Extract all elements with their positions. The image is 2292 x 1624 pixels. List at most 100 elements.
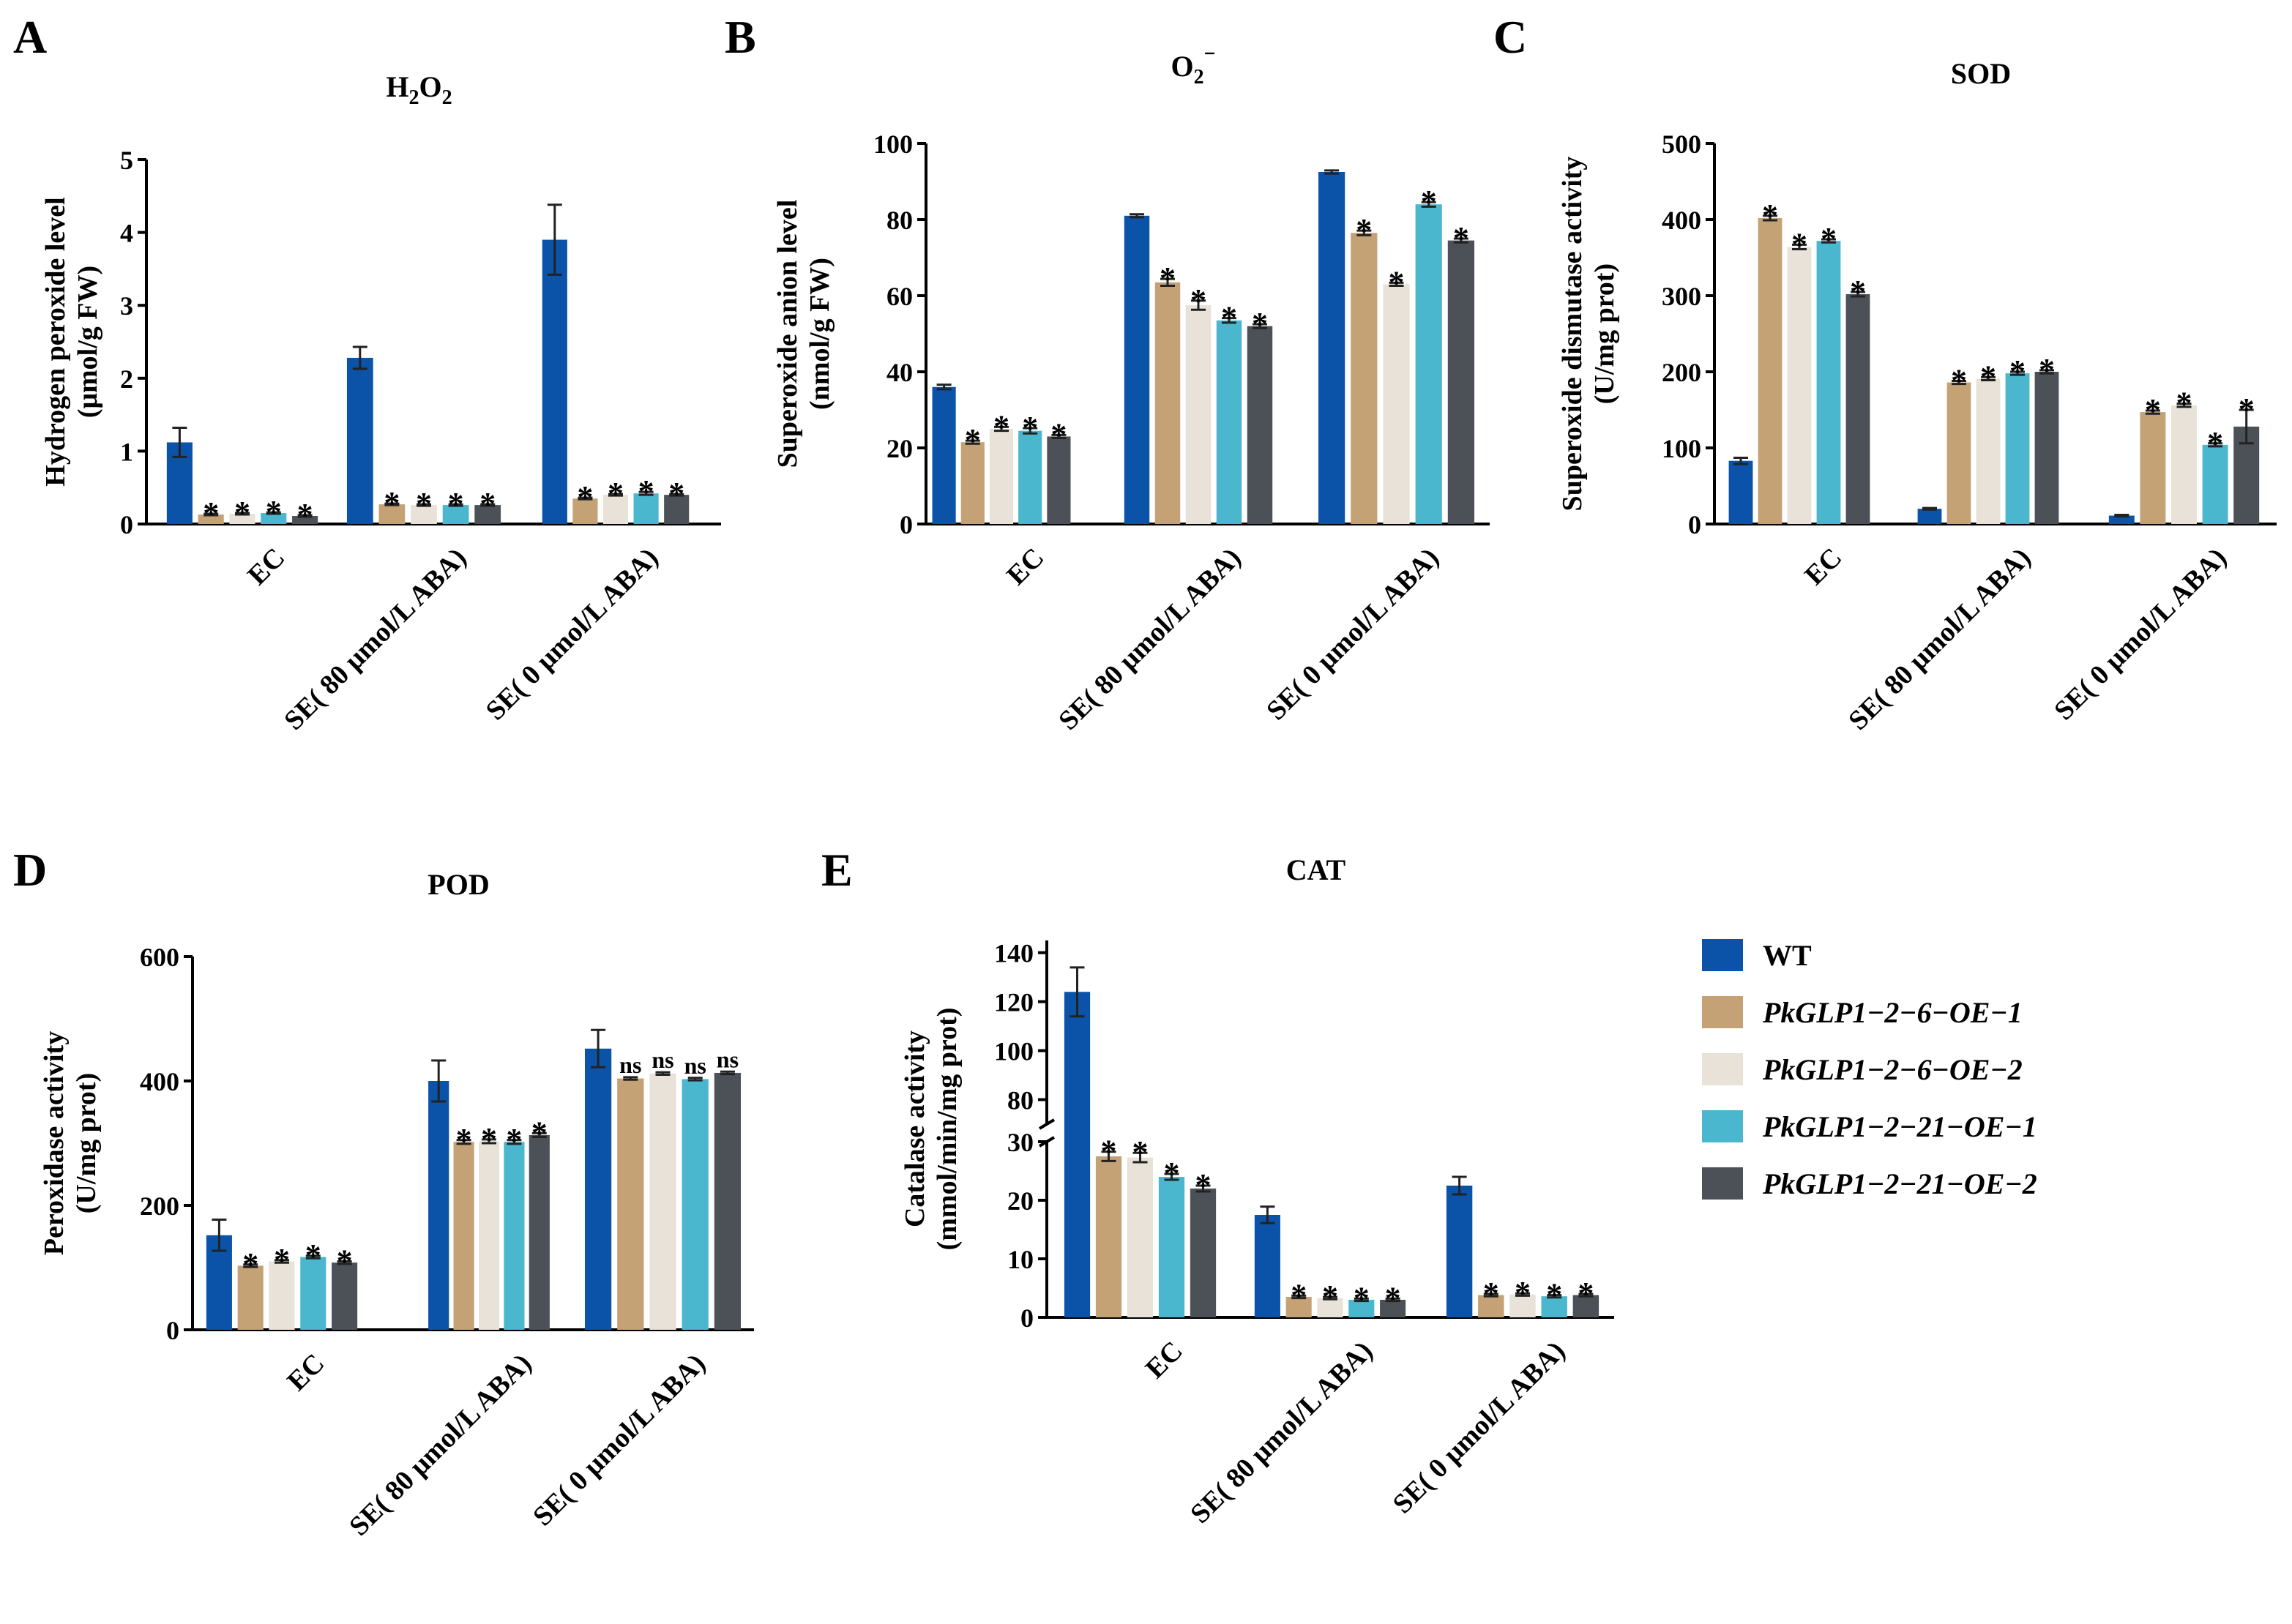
- chart-title: SOD: [1951, 57, 2011, 90]
- y-tick-label: 4: [120, 219, 133, 248]
- bar: [1018, 430, 1042, 524]
- y-axis-label: Peroxidase activity(U/mg prot): [39, 1031, 102, 1255]
- bar: [1127, 1157, 1154, 1317]
- bar: [261, 513, 287, 524]
- y-tick-label: 500: [1662, 130, 1701, 159]
- bar: [1185, 305, 1212, 524]
- significance-label: *: [384, 485, 400, 521]
- significance-label: *: [638, 474, 654, 509]
- bar: [2140, 412, 2166, 524]
- bar: [1318, 172, 1345, 524]
- y-axis-label: Catalase activity(mmol/min/mg prot): [900, 1008, 963, 1251]
- bar: [1158, 1177, 1185, 1317]
- chart-title: H2O2: [386, 70, 452, 109]
- y-tick-label: 2: [120, 364, 133, 394]
- y-axis-label: Hydrogen peroxide level(μmol/g FW): [40, 197, 103, 486]
- panel-c: C SOD Superoxide dismutase activity(U/mg p…: [1493, 11, 2277, 736]
- chart-title: CAT: [1286, 853, 1346, 886]
- y-tick-label: 400: [140, 1067, 179, 1096]
- significance-label: *: [337, 1243, 353, 1279]
- significance-label: *: [1291, 1277, 1307, 1313]
- y-tick-label: 100: [873, 130, 913, 159]
- significance-label: *: [1421, 184, 1437, 220]
- y-tick-label: 20: [1007, 1186, 1034, 1216]
- significance-label: *: [1190, 282, 1206, 318]
- significance-label: *: [1221, 300, 1237, 336]
- significance-label: *: [506, 1122, 522, 1158]
- bar: [478, 1141, 500, 1330]
- legend-item: PkGLP1−2−6−OE−2: [1702, 1053, 2023, 1086]
- bar: [2202, 444, 2228, 524]
- x-category-label: SE( 0 μmol/L ABA): [2048, 542, 2233, 727]
- axis-break-mark: [1038, 1118, 1056, 1130]
- significance-label: *: [456, 1122, 472, 1158]
- bar: [1758, 217, 1783, 524]
- significance-label: *: [608, 476, 624, 512]
- x-category-label: EC: [281, 1348, 330, 1397]
- x-category-label: EC: [1799, 542, 1848, 591]
- y-tick-label: 30: [1007, 1128, 1034, 1157]
- bar: [1064, 992, 1091, 1317]
- x-category-label: SE( 0 μmol/L ABA): [1387, 1336, 1572, 1520]
- y-tick-label: 1: [120, 437, 133, 466]
- bar: [453, 1142, 474, 1330]
- bar: [1845, 293, 1870, 524]
- x-category-label: EC: [1140, 1336, 1189, 1385]
- panel-letter: C: [1493, 11, 1527, 63]
- significance-label: *: [2207, 425, 2223, 461]
- x-category-label: SE( 80 μmol/L ABA): [343, 1348, 537, 1542]
- y-tick-label: 300: [1662, 282, 1701, 311]
- bar: [1976, 378, 2001, 524]
- y-tick-label: 40: [886, 358, 913, 387]
- bar: [989, 429, 1014, 524]
- bar: [572, 498, 598, 524]
- x-category-label: EC: [1001, 542, 1050, 591]
- bar: [411, 505, 437, 524]
- significance-label: *: [1389, 264, 1405, 300]
- legend-swatch: [1702, 939, 1743, 971]
- panel-a: A H2O2 Hydrogen peroxide level(μmol/g FW) 0…: [13, 11, 721, 736]
- significance-label: *: [2239, 392, 2255, 427]
- bar: [1247, 326, 1273, 524]
- y-tick-label: 3: [120, 291, 133, 321]
- legend: WT PkGLP1−2−6−OE−1 PkGLP1−2−6−OE−2 PkGLP1−2…: [1702, 939, 2037, 1200]
- significance-label: *: [416, 486, 432, 522]
- x-category-label: EC: [242, 542, 291, 591]
- legend-item: WT: [1702, 939, 1812, 972]
- y-tick-label: 80: [886, 206, 913, 235]
- bar: [1351, 233, 1378, 524]
- bar: [1787, 247, 1812, 524]
- significance-label: *: [1385, 1280, 1401, 1316]
- bar: [1317, 1298, 1343, 1317]
- legend-swatch: [1702, 1167, 1743, 1200]
- significance-label: *: [1483, 1276, 1499, 1311]
- bar: [529, 1134, 550, 1330]
- significance-label: *: [297, 497, 313, 533]
- legend-label: PkGLP1−2−6−OE−2: [1762, 1053, 2023, 1086]
- significance-label: *: [2176, 386, 2192, 422]
- bar: [504, 1142, 525, 1330]
- bar: [428, 1081, 449, 1330]
- y-tick-label: 120: [994, 988, 1034, 1017]
- bar: [1572, 1295, 1599, 1317]
- bar: [617, 1078, 644, 1330]
- significance-label: *: [993, 408, 1009, 444]
- bar: [1509, 1294, 1536, 1317]
- y-tick-label: 0: [1020, 1303, 1034, 1333]
- panel-b: B O2⁻ Superoxide anion level(nmol/g FW) 0 20…: [725, 11, 1490, 736]
- significance-label: *: [1578, 1276, 1594, 1311]
- legend-label: PkGLP1−2−21−OE−1: [1762, 1110, 2037, 1143]
- y-tick-label: 0: [166, 1316, 179, 1345]
- bar: [584, 1048, 612, 1330]
- significance-label: *: [1132, 1134, 1149, 1170]
- panel-letter: D: [13, 844, 47, 896]
- x-category-label: SE( 80 μmol/L ABA): [1843, 542, 2037, 736]
- x-category-label: SE( 0 μmol/L ABA): [527, 1348, 712, 1533]
- bar: [346, 357, 373, 524]
- significance-label: ns: [717, 1046, 739, 1072]
- bar: [1946, 382, 1971, 524]
- bar: [1254, 1215, 1280, 1317]
- legend-label: WT: [1763, 939, 1812, 972]
- legend-swatch: [1702, 1053, 1743, 1085]
